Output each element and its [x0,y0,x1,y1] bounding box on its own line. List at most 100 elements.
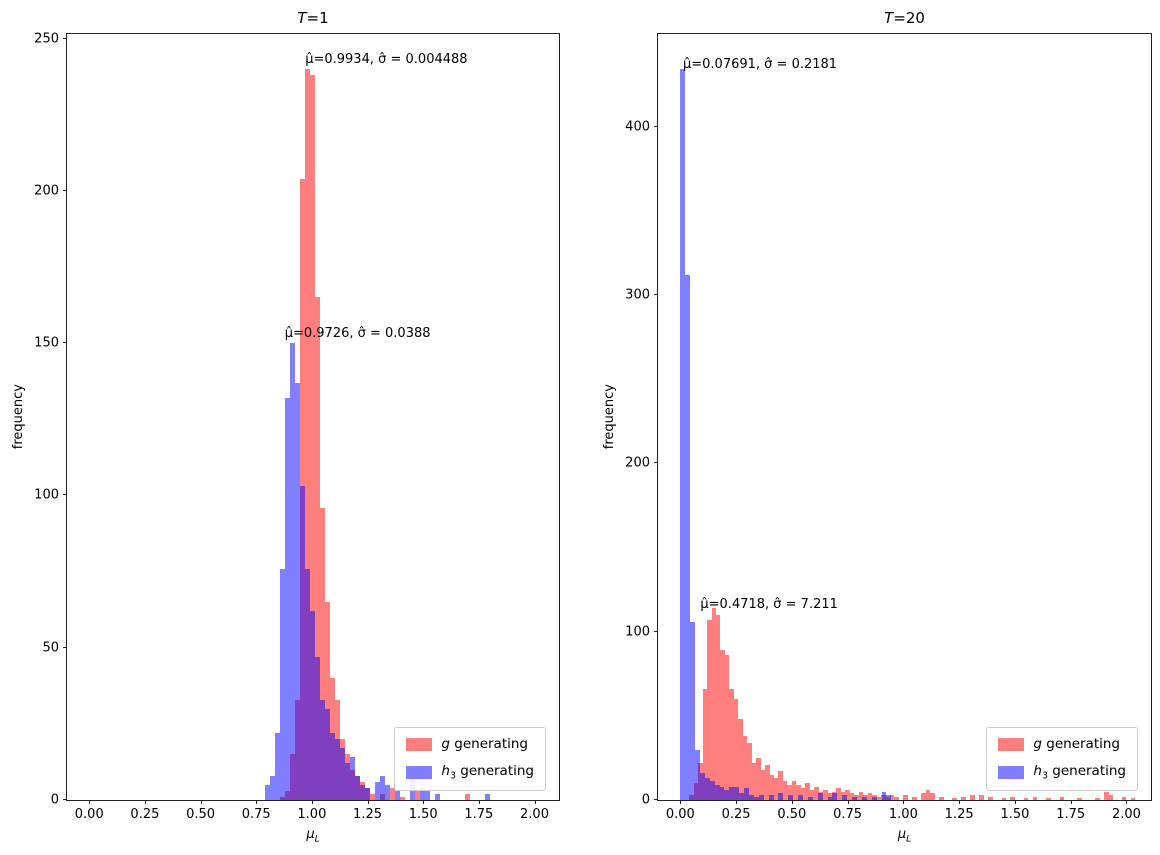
histogram-bar [733,699,739,800]
histogram-bar [711,608,716,800]
histogram-bar [724,655,730,800]
histogram-bar [952,798,957,800]
histogram-bar [774,778,779,800]
histogram-bar [269,775,275,800]
histogram-bar [970,794,975,800]
legend-swatch-g [998,738,1025,752]
histogram-bar [744,788,749,800]
x-tick-label: 0.25 [721,807,751,822]
histogram-bar [1023,798,1029,800]
x-tick-label: 0.75 [833,807,863,822]
histogram-bar [465,793,471,800]
histogram-bar [791,781,797,800]
x-tick [903,800,905,804]
histogram-bar [800,788,806,800]
histogram-bar [758,794,764,800]
histogram-bar [823,789,828,800]
histogram-bar [702,688,708,800]
histogram-bar [852,796,857,800]
histogram-bar [294,382,300,800]
x-axis-label: μL [306,827,320,845]
histogram-bar [719,786,725,800]
histogram-bar [903,794,908,800]
histogram-bar [385,784,391,800]
histogram-bar [1046,798,1051,800]
histogram-bar [274,733,280,800]
x-tick [367,800,369,804]
x-tick-label: 2.00 [520,807,549,822]
histogram-bar [1108,794,1114,800]
histogram-bar [415,790,421,800]
histogram-bar [335,739,341,800]
x-tick [847,800,849,804]
histogram-bar [769,774,774,800]
y-tick-label: 400 [625,119,650,135]
histogram-bar [756,757,761,800]
histogram-bar [390,787,396,800]
y-tick-label: 100 [34,487,59,503]
histogram-bar [782,781,788,800]
histogram-bar [695,749,700,800]
histogram-bar [988,796,993,800]
legend-item: g generating [998,736,1126,755]
histogram-bar [315,297,320,800]
histogram-bar [315,656,320,800]
histogram-bar [395,790,401,800]
histogram-bar [1059,796,1064,800]
histogram-bar [699,773,705,800]
histogram-bar [289,343,295,800]
annotation: μ̂=0.07691, σ̂ = 0.2181 [682,57,838,73]
histogram-bar [714,784,720,800]
histogram-bar [881,791,887,800]
x-tick-label: 1.75 [464,807,494,822]
x-tick [89,800,91,804]
histogram-bar [380,775,385,800]
plot-title: T=1 [297,9,329,27]
histogram-bar [858,791,864,800]
x-tick [959,800,961,804]
legend: g generating h3 generating [394,726,546,791]
histogram-bar [1095,798,1100,800]
histogram-bars-layer [658,34,1151,800]
legend-item: g generating [406,736,534,755]
histogram-bar [370,793,376,800]
histogram-bar [284,397,290,800]
x-tick-label: 0.00 [74,807,104,822]
histogram-bar [912,796,917,800]
histogram-bar [747,742,752,800]
x-tick [423,800,425,804]
histogram-bar [814,786,819,800]
x-tick-label: 1.50 [1000,807,1030,822]
histogram-bar [798,794,803,800]
histogram-bar [742,736,748,800]
histogram-bar [724,789,730,800]
x-tick [736,800,738,804]
histogram-bar [778,771,783,800]
histogram-bar [1032,796,1038,800]
x-tick [478,800,480,804]
histogram-bar [325,602,331,800]
histogram-bar [329,733,335,800]
legend-item: h3 generating [406,763,534,782]
histogram-bar [867,793,873,800]
x-tick-label: 0.75 [241,807,271,822]
histogram-bar [871,796,877,800]
histogram-bar [778,793,784,800]
x-tick-label: 0.50 [777,807,807,822]
x-tick [1070,800,1072,804]
histogram-bar [876,796,882,800]
y-tick-label: 250 [34,31,59,47]
histogram-bar [768,794,774,800]
histogram-bar [765,764,770,800]
y-tick-label: 0 [50,792,59,808]
legend-swatch-g [406,738,433,752]
histogram-bar [894,796,899,800]
histogram-bar [1122,796,1127,800]
histogram-bar [827,796,833,800]
histogram-bar [709,781,715,800]
legend-label: h3 generating [1033,763,1126,782]
histogram-bar [729,786,735,800]
histogram-bar [309,611,315,800]
histogram-bar [355,775,361,800]
legend: g generating h3 generating [986,726,1138,791]
